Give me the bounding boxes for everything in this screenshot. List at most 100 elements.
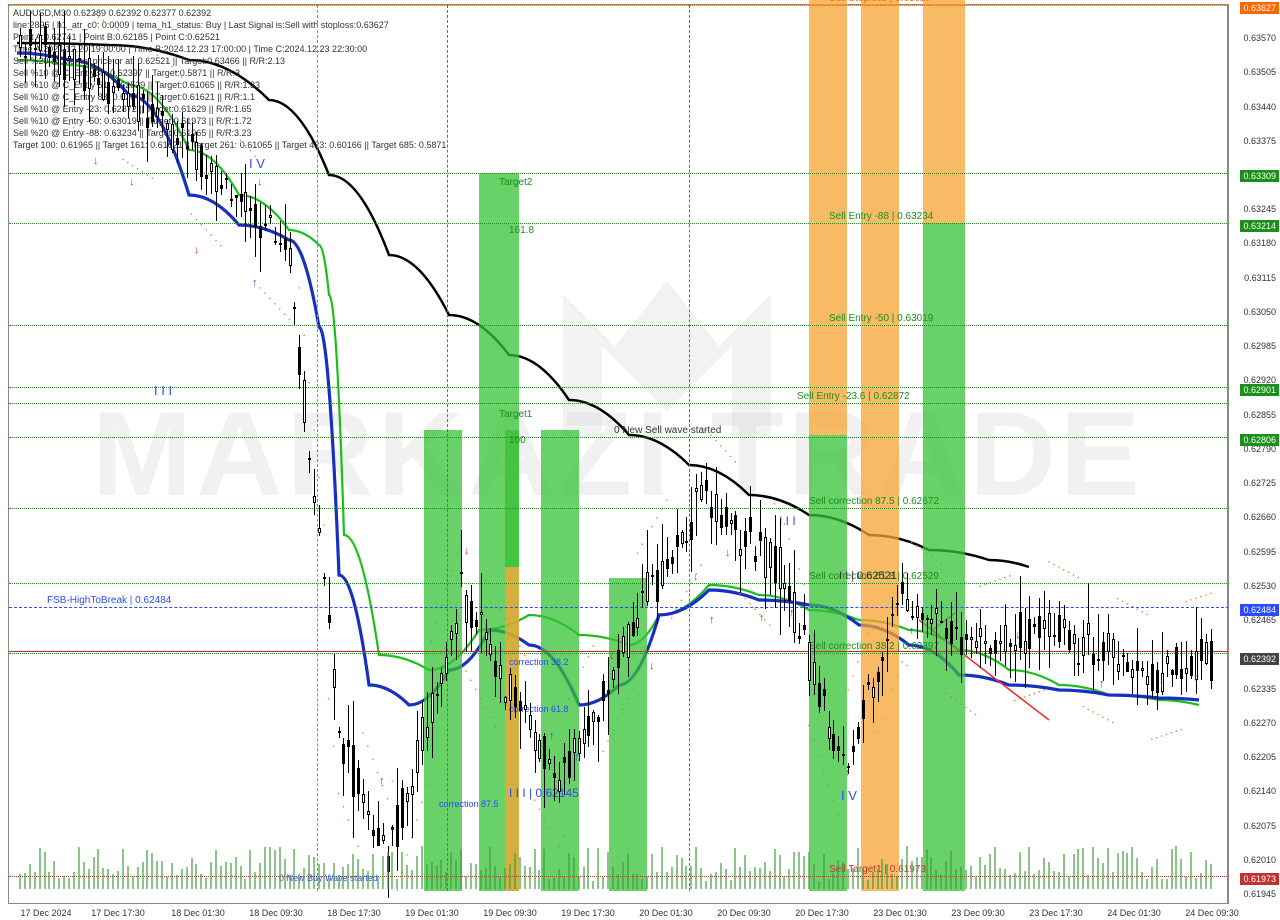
volume-bar xyxy=(867,880,869,889)
volume-bar xyxy=(318,864,320,889)
volume-bar xyxy=(107,869,109,889)
volume-bar xyxy=(661,847,663,889)
volume-bar xyxy=(225,862,227,889)
chart-area[interactable]: MARKAZI TRADE AUDUSD,M30 0.62389 0.62392… xyxy=(8,4,1228,904)
volume-bar xyxy=(896,876,898,889)
price-tick: 0.62270 xyxy=(1243,718,1276,728)
price-level-line xyxy=(9,403,1229,404)
volume-bar xyxy=(382,856,384,889)
volume-bar xyxy=(450,852,452,889)
price-marker-box: 0.62806 xyxy=(1240,434,1279,446)
volume-bar xyxy=(965,870,967,889)
price-marker-box: 0.62901 xyxy=(1240,384,1279,396)
volume-bar xyxy=(548,879,550,889)
volume-bar xyxy=(666,872,668,889)
volume-bar xyxy=(19,874,21,889)
volume-bar xyxy=(1156,859,1158,889)
buy-arrow-icon: ↑ xyxy=(1159,678,1165,690)
volume-bar xyxy=(83,862,85,889)
buy-arrow-icon: ↑ xyxy=(549,730,555,742)
price-tick: 0.63115 xyxy=(1244,273,1276,283)
price-tick: 0.62660 xyxy=(1243,512,1276,522)
info-line: Target 100: 0.61965 || Target 161: 0.616… xyxy=(13,139,446,151)
price-marker-box: 0.63627 xyxy=(1240,2,1279,14)
time-tick: 20 Dec 09:30 xyxy=(717,908,771,918)
price-marker-box: 0.62392 xyxy=(1240,653,1279,665)
volume-bar xyxy=(901,859,903,889)
volume-bar xyxy=(759,868,761,889)
volume-bar xyxy=(1161,879,1163,889)
volume-bar xyxy=(930,857,932,889)
volume-bar xyxy=(793,852,795,889)
volume-bar xyxy=(1107,848,1109,890)
volume-bar xyxy=(88,869,90,889)
stoploss-zone-orange xyxy=(505,567,519,891)
volume-bar xyxy=(754,867,756,889)
volume-bar xyxy=(230,863,232,889)
volume-bar xyxy=(509,864,511,889)
volume-bar xyxy=(73,872,75,889)
volume-bar xyxy=(921,857,923,889)
volume-bar xyxy=(725,869,727,889)
volume-bar xyxy=(436,865,438,889)
time-tick: 18 Dec 09:30 xyxy=(249,908,303,918)
time-marker-line xyxy=(447,5,448,891)
stoploss-zone-orange xyxy=(923,0,965,223)
volume-bar xyxy=(387,852,389,889)
volume-bar xyxy=(700,868,702,889)
time-tick: 23 Dec 17:30 xyxy=(1029,908,1083,918)
volume-bar xyxy=(485,868,487,889)
volume-bar xyxy=(945,861,947,889)
volume-bar xyxy=(828,879,830,889)
volume-bar xyxy=(906,846,908,889)
price-tick: 0.62725 xyxy=(1243,478,1276,488)
volume-bar xyxy=(950,851,952,889)
volume-bar xyxy=(480,870,482,889)
volume-bar xyxy=(1028,847,1030,889)
price-tick: 0.61945 xyxy=(1243,889,1276,899)
volume-bar xyxy=(1146,879,1148,889)
volume-bar xyxy=(421,846,423,889)
volume-bar xyxy=(1185,877,1187,889)
volume-bar xyxy=(1053,871,1055,889)
volume-bar xyxy=(617,874,619,889)
volume-bar xyxy=(215,850,217,889)
volume-bar xyxy=(48,872,50,889)
price-tick: 0.62595 xyxy=(1243,547,1276,557)
wave-label: I I I xyxy=(779,514,796,528)
volume-bar xyxy=(852,868,854,889)
volume-bar xyxy=(818,881,820,890)
volume-bar xyxy=(877,869,879,889)
price-level-line xyxy=(9,223,1229,224)
volume-bar xyxy=(1048,862,1050,889)
wave-label: I V xyxy=(249,156,265,171)
volume-bar xyxy=(779,855,781,889)
volume-bar xyxy=(470,863,472,889)
price-level-line xyxy=(9,387,1229,388)
volume-bar xyxy=(333,863,335,889)
volume-bar xyxy=(641,879,643,889)
wave-label: correction 38.2 xyxy=(509,657,569,667)
volume-bar xyxy=(1171,849,1173,889)
price-tick: 0.63050 xyxy=(1243,307,1276,317)
price-marker-box: 0.61973 xyxy=(1240,873,1279,885)
price-tick: 0.62010 xyxy=(1243,855,1276,865)
price-tick: 0.62855 xyxy=(1243,410,1276,420)
volume-bar xyxy=(612,867,614,889)
price-level-label: Sell Stoploss | 0.63627 xyxy=(829,0,931,4)
volume-bar xyxy=(970,866,972,889)
volume-bar xyxy=(710,874,712,889)
volume-bar xyxy=(235,857,237,889)
volume-bar xyxy=(744,855,746,889)
volume-bar xyxy=(774,849,776,889)
time-tick: 23 Dec 09:30 xyxy=(951,908,1005,918)
target-zone-green xyxy=(505,430,519,567)
volume-bar xyxy=(940,875,942,889)
volume-bar xyxy=(587,848,589,889)
volume-bar xyxy=(622,862,624,889)
volume-bar xyxy=(911,861,913,889)
volume-bar xyxy=(279,847,281,889)
volume-bar xyxy=(97,849,99,889)
price-tick: 0.62075 xyxy=(1243,821,1276,831)
price-level-line xyxy=(9,437,1229,438)
